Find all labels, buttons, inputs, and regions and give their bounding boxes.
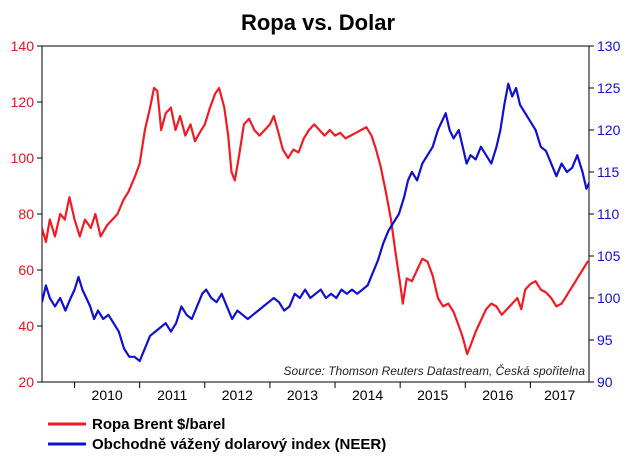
left-tick-label: 60: [18, 262, 34, 278]
x-tick-label: 2014: [352, 387, 383, 403]
x-tick-label: 2010: [92, 387, 123, 403]
legend-label-neer: Obchodně vážený dolarový index (NEER): [92, 436, 386, 453]
left-tick-label: 20: [18, 374, 34, 390]
x-tick-label: 2011: [157, 387, 187, 403]
right-tick-label: 125: [597, 80, 621, 96]
right-tick-label: 90: [597, 374, 613, 390]
source-note: Source: Thomson Reuters Datastream, Česk…: [284, 363, 586, 378]
legend-label-brent: Ropa Brent $/barel: [92, 416, 225, 433]
right-tick-label: 95: [597, 332, 613, 348]
right-tick-label: 110: [597, 206, 620, 222]
left-tick-label: 40: [18, 318, 34, 334]
legend: Ropa Brent $/barel Obchodně vážený dolar…: [48, 416, 386, 453]
right-tick-label: 120: [597, 122, 621, 138]
right-tick-label: 130: [597, 38, 621, 54]
x-tick-label: 2012: [222, 387, 253, 403]
left-tick-label: 120: [11, 94, 35, 110]
series-line-brent: [42, 86, 589, 356]
chart-title: Ropa vs. Dolar: [241, 10, 395, 35]
right-tick-label: 105: [597, 248, 621, 264]
right-axis: 90 95 100 105 110 115 120 125 130: [589, 38, 621, 390]
left-axis: 20 40 60 80 100 120 140: [11, 38, 42, 390]
x-tick-label: 2017: [544, 387, 575, 403]
x-tick-label: 2013: [287, 387, 318, 403]
series-lines: [42, 82, 589, 363]
x-axis: 2010 2011 2012 2013 2014 2015 2016 2017: [74, 382, 575, 403]
x-tick-label: 2015: [417, 387, 448, 403]
right-tick-label: 115: [597, 164, 620, 180]
series-line-neer: [42, 82, 589, 363]
left-tick-label: 80: [18, 206, 34, 222]
right-tick-label: 100: [597, 290, 621, 306]
left-tick-label: 140: [11, 38, 35, 54]
left-tick-label: 100: [11, 150, 35, 166]
x-tick-label: 2016: [482, 387, 513, 403]
